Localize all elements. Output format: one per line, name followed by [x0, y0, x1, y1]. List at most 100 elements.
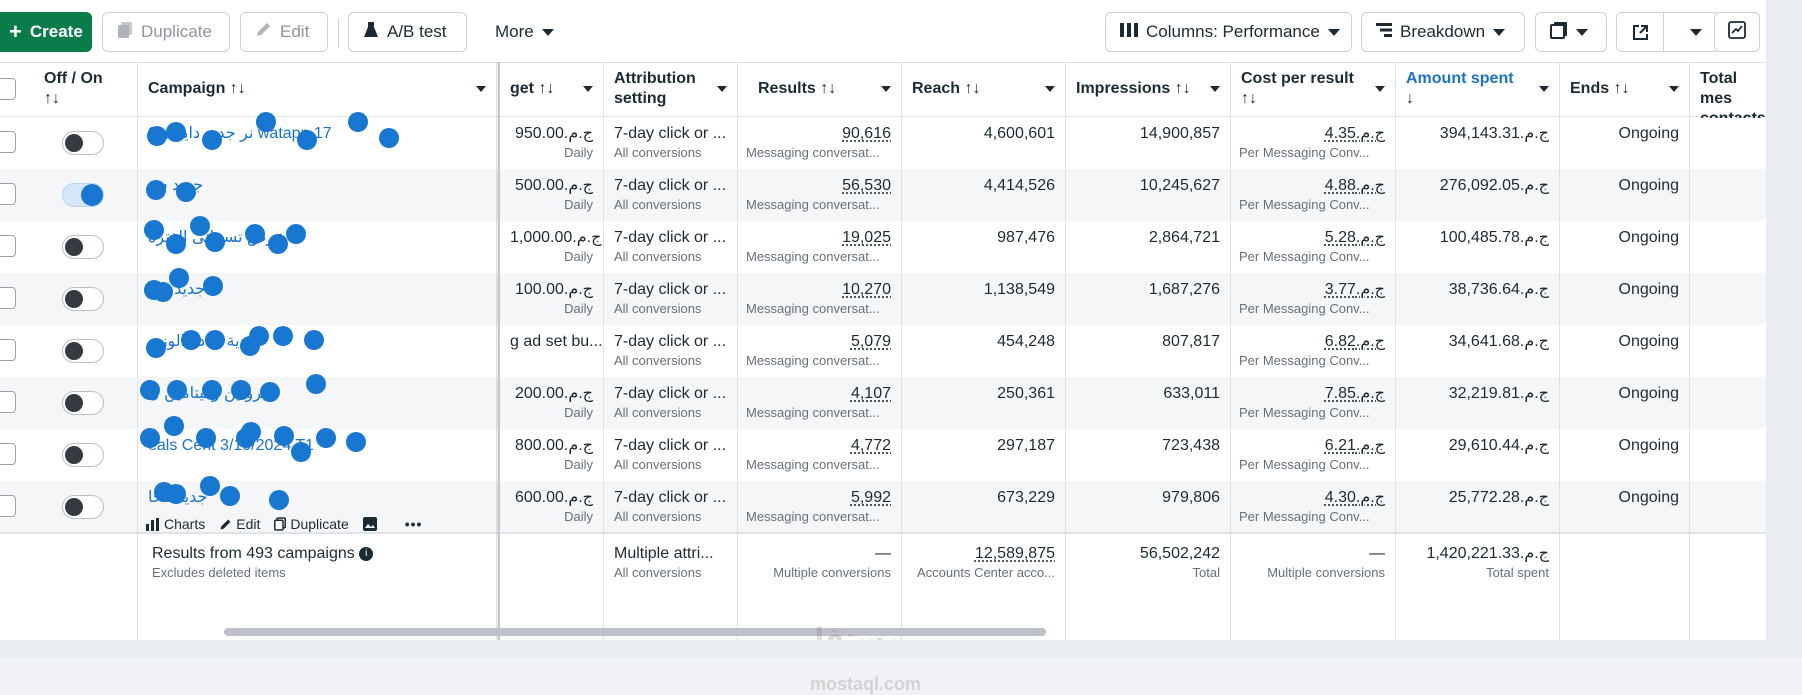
header-reach[interactable]: Reach ↑↓ — [902, 63, 1065, 118]
row-checkbox[interactable] — [0, 495, 16, 517]
budget-cell[interactable]: ج.م.200.00 Daily — [514, 385, 593, 420]
results-cell[interactable]: 4,107 Messaging conversat... — [746, 385, 891, 420]
page-edge — [1766, 0, 1802, 658]
campaign-toggle[interactable] — [62, 391, 104, 415]
results-cell[interactable]: 56,530 Messaging conversat... — [746, 177, 891, 212]
budget-cell[interactable]: ج.م.950.00 Daily — [514, 125, 593, 160]
header-total-messaging-contacts[interactable]: Total mes contacts — [1700, 70, 1766, 118]
table-row[interactable]: جديد سو ج.م.100.00 Daily 7-day click or ...… — [0, 273, 1766, 325]
campaign-toggle[interactable] — [62, 131, 104, 155]
columns-dropdown[interactable]: Columns: Performance — [1105, 12, 1352, 52]
table-row[interactable]: عرض تسمانى الفترة ج.م.1,000.00 Daily 7-day … — [0, 221, 1766, 273]
edit-action[interactable]: Edit — [219, 516, 260, 532]
export-icon[interactable] — [1617, 13, 1665, 51]
results-cell[interactable]: 10,270 Messaging conversat... — [746, 281, 891, 316]
table-row[interactable]: جديد محا ج.م.600.00 Daily 7-day click or ..… — [0, 481, 1766, 533]
campaign-name-link[interactable]: جديد س — [148, 177, 204, 194]
header-ends[interactable]: Ends ↑↓ — [1560, 63, 1689, 118]
campaign-name-link[interactable]: جديد محا — [148, 489, 208, 506]
header-budget[interactable]: get ↑↓ — [500, 63, 603, 118]
breakdown-dropdown[interactable]: Breakdown — [1361, 12, 1525, 52]
header-impressions[interactable]: Impressions ↑↓ — [1066, 63, 1230, 118]
results-cell[interactable]: 5,992 Messaging conversat... — [746, 489, 891, 524]
cost-per-result-cell[interactable]: ج.م.6.82 Per Messaging Conv... — [1239, 333, 1385, 368]
create-button[interactable]: + Create — [0, 12, 92, 52]
ab-test-button[interactable]: A/B test — [348, 12, 467, 52]
duplicate-action[interactable]: Duplicate — [274, 516, 349, 532]
row-checkbox[interactable] — [0, 131, 16, 153]
header-campaign[interactable]: Campaign ↑↓ — [138, 63, 496, 118]
cost-per-result-cell[interactable]: ج.م.7.85 Per Messaging Conv... — [1239, 385, 1385, 420]
results-cell[interactable]: 90,616 Messaging conversat... — [746, 125, 891, 160]
cost-per-result-cell[interactable]: ج.م.6.21 Per Messaging Conv... — [1239, 437, 1385, 472]
budget-cell[interactable]: ج.م.800.00 Daily — [514, 437, 593, 472]
row-checkbox[interactable] — [0, 443, 16, 465]
cost-per-result-cell[interactable]: ج.م.3.77 Per Messaging Conv... — [1239, 281, 1385, 316]
header-results[interactable]: Results ↑↓ — [738, 63, 901, 118]
row-checkbox[interactable] — [0, 287, 16, 309]
campaign-name-link[interactable]: eals Cent 3/10/2024 T1 — [148, 437, 315, 454]
budget-cell[interactable]: ج.م.1,000.00 Daily — [510, 229, 602, 264]
cost-per-result-cell[interactable]: ج.م.4.88 Per Messaging Conv... — [1239, 177, 1385, 212]
campaign-toggle[interactable] — [62, 495, 104, 519]
pin-action[interactable] — [362, 517, 377, 531]
budget-cell[interactable]: g ad set bu... — [510, 333, 603, 350]
edit-button[interactable]: Edit — [240, 12, 328, 52]
campaign-name-cell[interactable]: نر جديد دايمك 0 watapp 17 — [138, 117, 496, 169]
campaign-name-cell[interactable]: eals Cent 3/10/2024 T1 — [138, 429, 496, 481]
results-cell[interactable]: 4,772 Messaging conversat... — [746, 437, 891, 472]
charts-action[interactable]: Charts — [146, 516, 205, 532]
campaign-toggle[interactable] — [62, 235, 104, 259]
row-checkbox[interactable] — [0, 183, 16, 205]
chevron-down-icon — [717, 86, 727, 92]
campaign-table: Off / On ↑↓ Campaign ↑↓ get ↑↓ Attributi… — [0, 62, 1766, 694]
reach-cell: 250,361 — [997, 385, 1055, 402]
info-icon[interactable]: i — [359, 546, 374, 561]
more-actions-icon[interactable]: ••• — [404, 516, 423, 532]
cost-per-result-cell[interactable]: ج.م.5.28 Per Messaging Conv... — [1239, 229, 1385, 264]
cost-per-result-cell[interactable]: ج.م.4.35 Per Messaging Conv... — [1239, 125, 1385, 160]
table-row[interactable]: جديد س ج.م.500.00 Daily 7-day click or ... A… — [0, 169, 1766, 221]
table-row[interactable]: eals Cent 3/10/2024 T1 ج.م.800.00 Daily 7-d… — [0, 429, 1766, 481]
attribution-cell: 7-day click or ... All conversions — [614, 437, 727, 472]
campaign-toggle[interactable] — [62, 183, 104, 207]
table-row[interactable]: هدية زيادة الوزن g ad set bu... 7-day clic… — [0, 325, 1766, 377]
header-off-on[interactable]: Off / On ↑↓ — [34, 63, 137, 118]
row-checkbox[interactable] — [0, 235, 16, 257]
duplicate-button[interactable]: Duplicate — [102, 12, 230, 52]
campaign-name-link[interactable]: عرض تسمانى الفترة — [148, 229, 285, 246]
campaign-name-link[interactable]: نر جديد دايمك 0 watapp 17 — [148, 125, 332, 142]
row-checkbox[interactable] — [0, 339, 16, 361]
campaign-name-link[interactable]: جديد سو — [148, 281, 206, 298]
campaign-name-cell[interactable]: جديد س — [138, 169, 496, 221]
cost-per-result-cell[interactable]: ج.م.4.30 Per Messaging Conv... — [1239, 489, 1385, 524]
campaign-name-cell[interactable]: هدية زيادة الوزن — [138, 325, 496, 377]
more-dropdown[interactable]: More — [480, 12, 578, 52]
campaign-toggle[interactable] — [62, 443, 104, 467]
table-row[interactable]: بروتين وفيتامين ل ج.م.200.00 Daily 7-day cl… — [0, 377, 1766, 429]
results-cell[interactable]: 5,079 Messaging conversat... — [746, 333, 891, 368]
amount-spent-cell: ج.م.29,610.44 — [1448, 437, 1549, 454]
charts-toggle-button[interactable] — [1714, 12, 1760, 52]
export-menu[interactable] — [1672, 28, 1719, 36]
campaign-toggle[interactable] — [62, 339, 104, 363]
campaign-name-cell[interactable]: عرض تسمانى الفترة — [138, 221, 496, 273]
budget-cell[interactable]: ج.م.600.00 Daily — [514, 489, 593, 524]
header-attribution[interactable]: Attribution setting — [604, 63, 737, 118]
table-row[interactable]: نر جديد دايمك 0 watapp 17 ج.م.950.00 Daily… — [0, 117, 1766, 169]
results-cell[interactable]: 19,025 Messaging conversat... — [746, 229, 891, 264]
campaign-name-cell[interactable]: بروتين وفيتامين ل — [138, 377, 496, 429]
budget-cell[interactable]: ج.م.500.00 Daily — [514, 177, 593, 212]
header-amount-spent[interactable]: Amount spent ↓ — [1396, 63, 1559, 118]
budget-cell[interactable]: ج.م.100.00 Daily — [514, 281, 593, 316]
export-button-group[interactable] — [1616, 12, 1720, 52]
horizontal-scrollbar[interactable] — [224, 628, 1046, 636]
campaign-name-cell[interactable]: جديد سو — [138, 273, 496, 325]
campaign-name-link[interactable]: هدية زيادة الوزن — [148, 333, 257, 350]
campaign-name-link[interactable]: بروتين وفيتامين ل — [148, 385, 267, 402]
campaign-toggle[interactable] — [62, 287, 104, 311]
select-all-checkbox[interactable] — [0, 78, 16, 100]
row-checkbox[interactable] — [0, 391, 16, 413]
reports-dropdown[interactable] — [1535, 12, 1607, 52]
header-cost-per-result[interactable]: Cost per result ↑↓ — [1231, 63, 1395, 118]
